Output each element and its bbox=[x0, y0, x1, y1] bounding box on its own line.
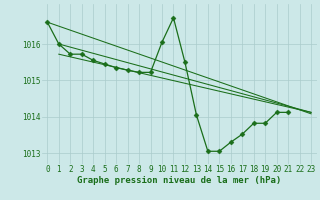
X-axis label: Graphe pression niveau de la mer (hPa): Graphe pression niveau de la mer (hPa) bbox=[77, 176, 281, 185]
